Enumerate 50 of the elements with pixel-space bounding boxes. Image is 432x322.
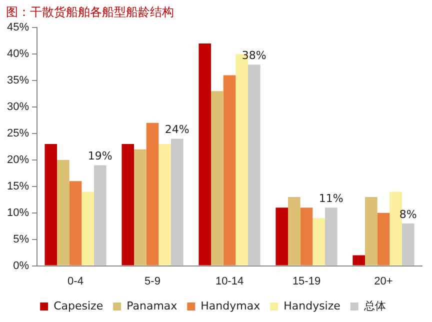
- bar: [377, 212, 390, 266]
- bar: [288, 196, 300, 266]
- y-tick-label: 20%: [6, 154, 30, 166]
- chart-title: 图：干散货船舶各船型船龄结构: [6, 4, 174, 21]
- bar: [402, 223, 414, 266]
- legend-label: Handysize: [284, 299, 341, 312]
- x-tick-label: 15-19: [292, 275, 321, 288]
- legend-label: Handymax: [200, 299, 261, 312]
- y-tick-label: 30%: [6, 101, 30, 114]
- y-tick-label: 40%: [6, 48, 30, 60]
- bar: [122, 144, 134, 266]
- legend-label: Panamax: [126, 299, 178, 312]
- y-tick-label: 15%: [6, 180, 30, 192]
- y-tick-label: 10%: [6, 206, 30, 219]
- x-tick-label: 10-14: [215, 275, 244, 288]
- bar: [352, 255, 366, 266]
- bar: [57, 160, 70, 266]
- bar: [312, 218, 325, 266]
- bar: [69, 181, 82, 266]
- bar: [300, 208, 313, 266]
- x-tick-label: 0-4: [68, 275, 84, 288]
- bar: [365, 196, 378, 266]
- data-label: 8%: [399, 208, 417, 221]
- data-label: 11%: [318, 192, 344, 205]
- y-tick-label: 45%: [6, 22, 30, 34]
- bar: [158, 144, 171, 266]
- bar: [94, 165, 106, 266]
- legend-label: 总体: [362, 299, 386, 312]
- bar: [248, 64, 260, 266]
- x-tick-label: 5-9: [144, 275, 160, 288]
- data-label: 38%: [242, 49, 266, 62]
- bar: [44, 144, 58, 266]
- bar: [324, 208, 338, 266]
- y-tick-label: 0%: [13, 260, 30, 272]
- data-label: 24%: [164, 123, 190, 136]
- bar: [223, 75, 236, 266]
- bar: [170, 138, 184, 266]
- bar: [390, 192, 402, 266]
- legend-label: Capesize: [54, 299, 104, 312]
- data-label: 19%: [88, 150, 112, 163]
- y-tick-label: 25%: [6, 128, 30, 140]
- y-tick-label: 35%: [6, 74, 30, 87]
- bar: [82, 192, 94, 266]
- bar: [276, 208, 288, 266]
- x-tick-label: 20+: [374, 275, 393, 288]
- y-tick-label: 5%: [13, 233, 30, 246]
- bar: [134, 149, 146, 266]
- bar: [211, 91, 224, 266]
- bar: [198, 43, 212, 266]
- bar: [146, 122, 159, 266]
